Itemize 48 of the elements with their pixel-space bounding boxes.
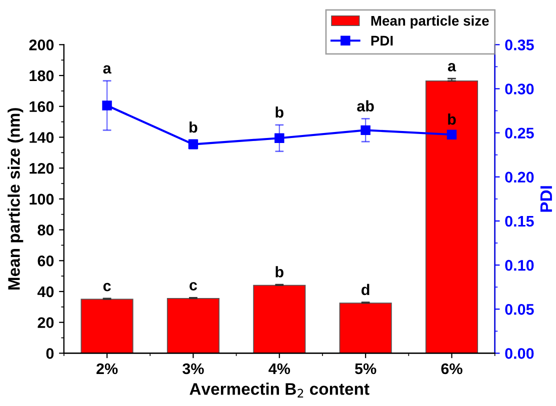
point [446, 130, 457, 140]
point [360, 125, 370, 136]
y2-tick-label: 0.35 [505, 40, 534, 50]
data-label: c [190, 282, 198, 290]
y-tick-label: 40 [37, 286, 54, 298]
y2-tick-label: 0.00 [505, 348, 534, 359]
bar [166, 298, 220, 354]
bar [80, 298, 134, 354]
y-tick-label: 20 [38, 317, 54, 328]
legend-label: Mean particle size [371, 16, 489, 28]
x-tick-label: 2% [96, 363, 118, 374]
y2-tick-label: 0.20 [505, 172, 534, 183]
y-tick-label: 120 [30, 162, 54, 174]
y-tick-label: 180 [30, 70, 54, 82]
y2-tick-label: 0.25 [505, 128, 534, 139]
data-label: c [103, 282, 111, 292]
data-label: b [190, 121, 198, 133]
data-label: d [362, 284, 370, 296]
y-tick-label: 60 [38, 256, 54, 266]
y2-axis-title: PDI [540, 186, 552, 212]
y-tick-label: 80 [38, 224, 54, 236]
x-tick-label: 3% [182, 363, 204, 374]
y-axis-title: Mean particle size (nm) [8, 108, 24, 290]
x-tick-label: 4% [268, 363, 290, 374]
y2-tick-label: 0.15 [505, 216, 534, 227]
data-label: b [276, 106, 284, 118]
data-label: ab [357, 100, 374, 112]
y2-tick-label: 0.05 [505, 304, 534, 315]
bar [253, 284, 306, 354]
data-label: b [276, 266, 284, 278]
y-tick-label: 200 [29, 40, 54, 50]
y-tick-label: 140 [30, 132, 54, 143]
y2-tick-label: 0.10 [505, 260, 534, 271]
point [274, 133, 284, 143]
x-axis-title: Avermectin B$_{2}$ content [190, 382, 370, 398]
point [102, 100, 112, 110]
data-label: a [448, 63, 456, 72]
legend-label: PDI [371, 36, 393, 46]
y-tick-label: 0 [46, 348, 54, 359]
bar [339, 302, 392, 354]
bar [425, 80, 478, 354]
y2-tick-label: 0.30 [505, 84, 534, 94]
y-tick-label: 160 [30, 101, 54, 112]
x-tick-label: 5% [355, 363, 376, 374]
data-label: b [448, 114, 456, 125]
x-tick-label: 6% [441, 363, 462, 374]
data-label: a [103, 65, 112, 74]
y-tick-label: 100 [30, 194, 54, 205]
